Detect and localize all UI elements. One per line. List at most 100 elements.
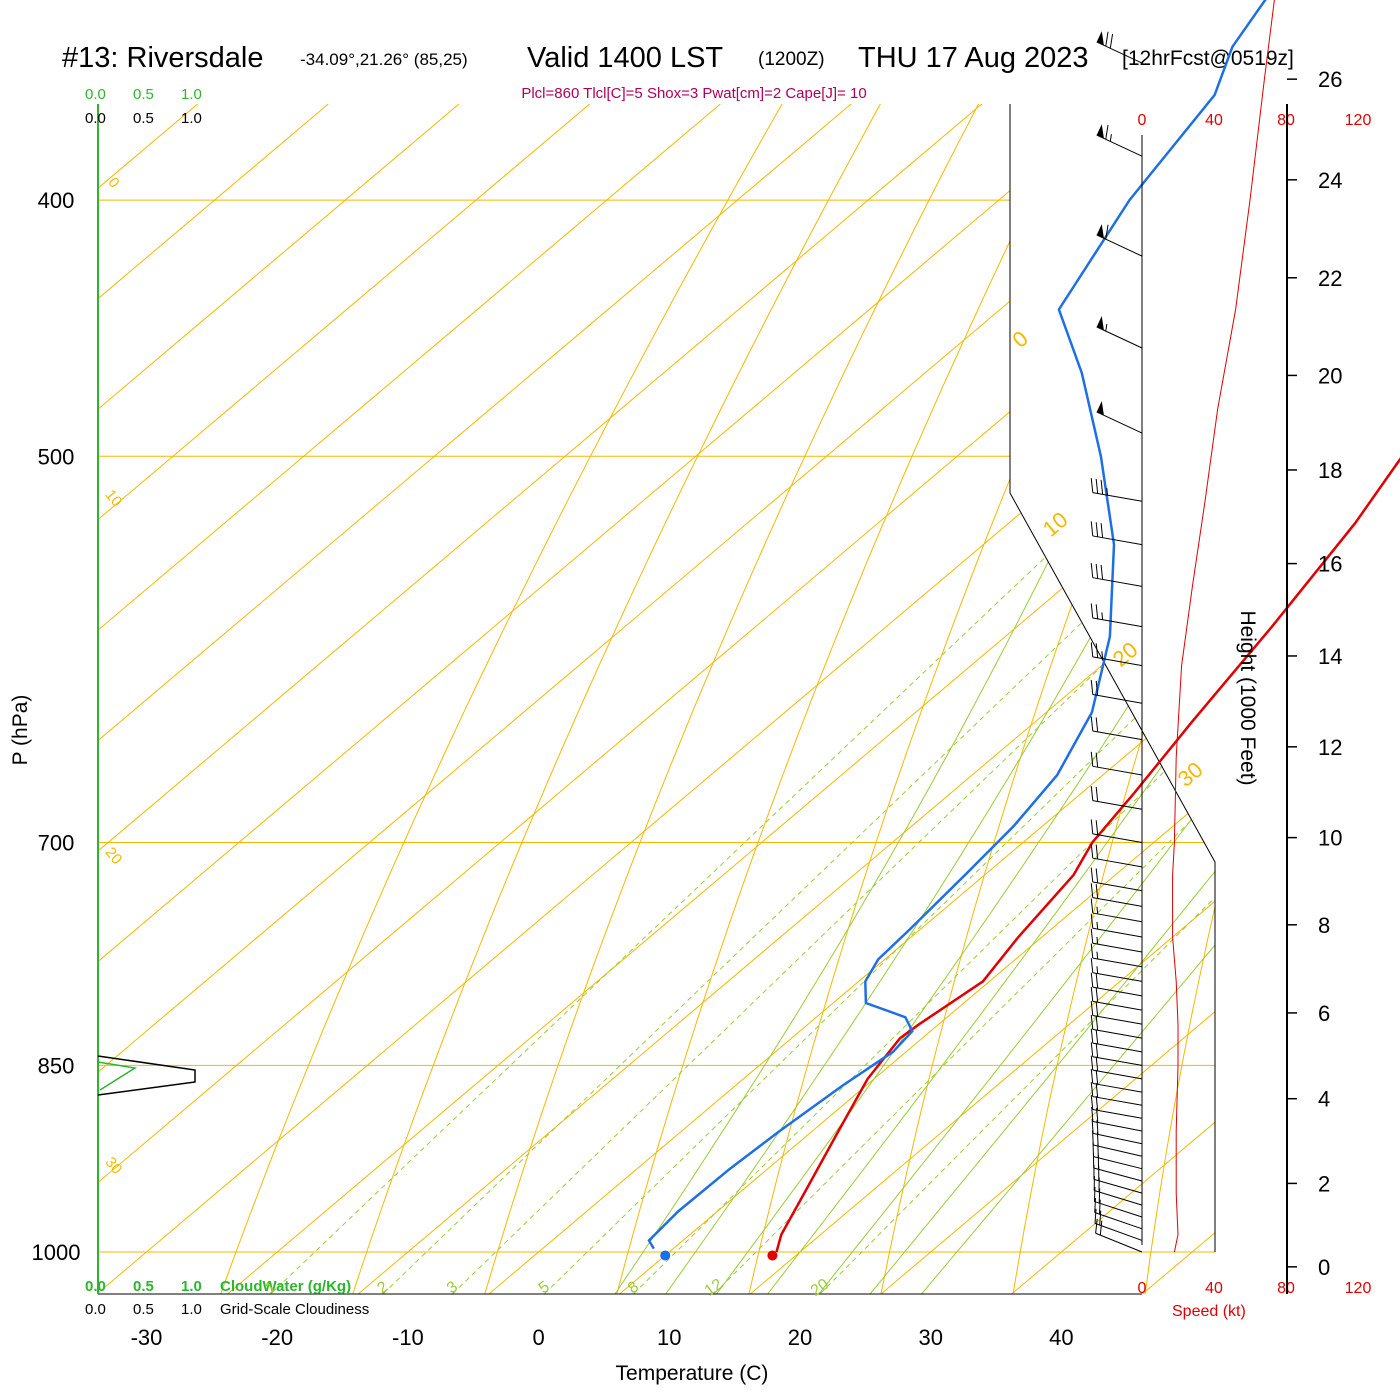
isotherm-line [357, 104, 1215, 1294]
cloud-ticks-bottom: 0.0 0.5 1.0 CloudWater (g/Kg) 0.0 0.5 1.… [85, 1278, 369, 1318]
wind-barb-full [1095, 973, 1099, 989]
station-coords: -34.09°,21.26° (85,25) [300, 50, 468, 69]
temperature-axis-label: Temperature (C) [616, 1362, 769, 1385]
wind-barb [1090, 478, 1143, 502]
wind-barb [1095, 1218, 1143, 1253]
height-tick-label: 20 [1318, 363, 1342, 388]
isotherm-label: 10 [1038, 507, 1073, 542]
cloudiness-tick-label: 0.0 [85, 110, 106, 127]
dry-adiabat-line [742, 104, 1215, 1294]
temperature-tick-label: 0 [532, 1325, 544, 1350]
moist-adiabat-line [697, 104, 1215, 1294]
wind-barbs [1090, 31, 1143, 1253]
isotherm-line [880, 104, 1215, 1294]
wind-barb-full [1090, 867, 1094, 883]
wind-barb-staff [1092, 617, 1143, 628]
wind-barb-full [1095, 1029, 1099, 1045]
moist-adiabat-line [849, 104, 1215, 1294]
mixing-ratio-label: 20 [808, 1276, 832, 1300]
wind-barb-staff [1092, 1056, 1143, 1066]
wind-barb-full [1090, 1028, 1094, 1044]
wind-barb-staff [1092, 942, 1143, 953]
height-tick-label: 18 [1318, 458, 1342, 483]
wind-barb-full [1090, 972, 1094, 988]
wind-barb-staff [1095, 1232, 1143, 1253]
wind-barb-full [1095, 1056, 1099, 1072]
wind-barb-staff [1092, 833, 1143, 844]
dry-adiabats [211, 104, 1215, 1294]
dry-adiabat-line [211, 104, 1081, 1294]
wind-barb-half [1109, 134, 1112, 142]
isotherm-label: 0 [104, 174, 122, 191]
wind-barb-full [1095, 643, 1099, 658]
speed-tick-label: 40 [1205, 1280, 1223, 1297]
wind-barb-full [1090, 679, 1094, 695]
wind-barb-full [1090, 1014, 1094, 1030]
wind-barb-staff [1094, 1222, 1143, 1241]
wind-barb [1093, 1187, 1143, 1218]
wind-barb-full [1100, 564, 1104, 580]
valid-date: THU 17 Aug 2023 [858, 42, 1089, 74]
wind-barb-half [1096, 951, 1099, 960]
wind-barb [1090, 972, 1143, 997]
wind-barb [1090, 819, 1143, 844]
height-tick-label: 12 [1318, 735, 1342, 760]
wind-barb-flag [1096, 224, 1104, 239]
wind-barb [1096, 224, 1143, 257]
wind-barb-staff [1094, 1212, 1143, 1230]
temperature-tick-label: -30 [131, 1325, 163, 1350]
speed-tick-label: 0 [1138, 112, 1147, 129]
wind-barb-half [1096, 936, 1099, 945]
pressure-tick-label: 500 [38, 444, 75, 469]
wind-barb [1090, 867, 1143, 892]
pressure-tick-label: 400 [38, 188, 75, 213]
moist-adiabat-line [798, 104, 1215, 1294]
mixing-ratio-label: 12 [702, 1276, 726, 1300]
wind-barb-staff [1092, 912, 1143, 923]
height-tick-label: 14 [1318, 644, 1342, 669]
wind-barb-staff [1092, 1015, 1143, 1025]
wind-barb-staff [1092, 1121, 1143, 1132]
wind-barb-full [1094, 1197, 1096, 1213]
wind-barb [1090, 786, 1143, 810]
isotherm-line [98, 104, 852, 1294]
surface-dewpoint-point [660, 1250, 671, 1261]
wind-barb [1090, 883, 1143, 907]
isotherm-line [1142, 104, 1215, 1294]
isotherm-line [619, 104, 1215, 1294]
wind-barb-half [1096, 906, 1099, 914]
wind-barb-full [1090, 928, 1094, 944]
wind-barb-staff [1096, 41, 1143, 64]
mixing-ratio-line [518, 199, 1215, 1294]
wind-barb-staff [1092, 1042, 1143, 1053]
wind-barb [1090, 898, 1143, 923]
wind-barb-full [1095, 1043, 1099, 1058]
wind-barb [1090, 1095, 1143, 1119]
pressure-axis-label: P (hPa) [9, 695, 32, 766]
wind-barb-full [1091, 1118, 1094, 1134]
height-tick-label: 6 [1318, 1001, 1330, 1026]
sounding-profiles [647, 0, 1400, 1261]
cloud-water-label: CloudWater (g/Kg) [220, 1278, 351, 1295]
wind-barb [1092, 1142, 1143, 1170]
wind-barb-flag [1096, 124, 1104, 139]
speed-tick-label: 40 [1205, 112, 1223, 129]
dry-adiabat-line [477, 104, 1215, 1294]
cloudiness-tick-label: 1.0 [181, 1301, 202, 1318]
speed-tick-label: 120 [1345, 112, 1372, 129]
wind-barb-full [1095, 868, 1099, 883]
wind-barb [1096, 401, 1143, 434]
height-tick-label: 22 [1318, 266, 1342, 291]
wind-barb-full [1100, 479, 1104, 495]
wind-barb-full [1090, 603, 1094, 619]
cloudiness-tick-label: 0.0 [85, 1301, 106, 1318]
isotherm-line [227, 104, 1215, 1294]
isotherm-label: 30 [1173, 757, 1208, 792]
wind-barb-full [1090, 819, 1094, 834]
pressure-tick-label: 700 [38, 831, 75, 856]
cloud-ticks-top-green: 0.0 0.5 1.0 [85, 86, 202, 103]
wind-barb [1090, 1028, 1143, 1053]
chart-header: #13: Riversdale -34.09°,21.26° (85,25) V… [62, 42, 1294, 74]
temperature-tick-label: -10 [392, 1325, 424, 1350]
speed-panel: 04080120 04080120 Speed (kt) [1138, 0, 1372, 1320]
